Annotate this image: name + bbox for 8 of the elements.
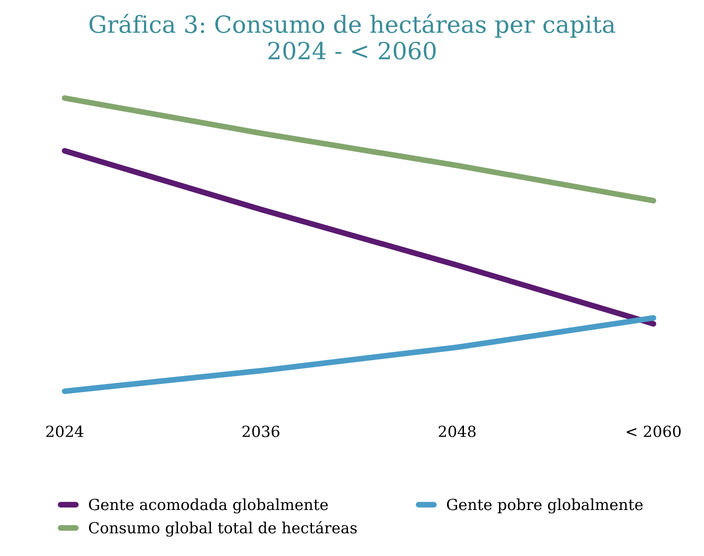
x-tick-label: 2024 <box>46 426 84 438</box>
legend-label: Gente pobre globalmente <box>446 498 643 514</box>
chart-title: Gráfica 3: Consumo de hectáreas per capita 2024 - < 2060 <box>89 14 616 60</box>
x-tick-label: 2036 <box>242 426 280 438</box>
x-tick-label: 2048 <box>438 426 476 438</box>
legend-label: Consumo global total de hectáreas <box>88 521 357 537</box>
x-tick-label: < 2060 <box>626 426 681 438</box>
legend-label: Gente acomodada globalmente <box>88 498 328 514</box>
